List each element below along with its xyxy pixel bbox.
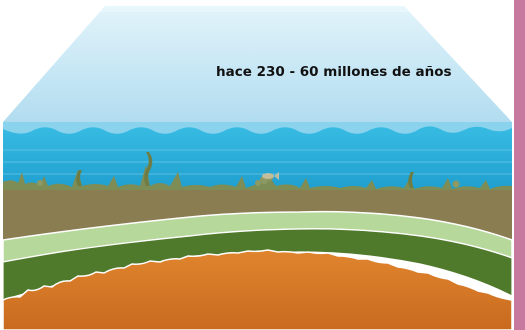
ocean-surface bbox=[3, 122, 512, 134]
atmosphere-block bbox=[3, 6, 512, 122]
fish-fossil-icon bbox=[262, 172, 279, 180]
sediment-layer bbox=[3, 190, 512, 240]
side-color-bar bbox=[514, 0, 525, 330]
era-caption: hace 230 - 60 millones de años bbox=[216, 64, 452, 80]
ocean-layer bbox=[3, 122, 512, 190]
water-lines bbox=[3, 149, 512, 175]
seabed-life bbox=[3, 165, 512, 192]
core-layer bbox=[2, 249, 513, 330]
atmosphere-top-face bbox=[100, 6, 410, 12]
seaweed-icon bbox=[76, 152, 414, 188]
